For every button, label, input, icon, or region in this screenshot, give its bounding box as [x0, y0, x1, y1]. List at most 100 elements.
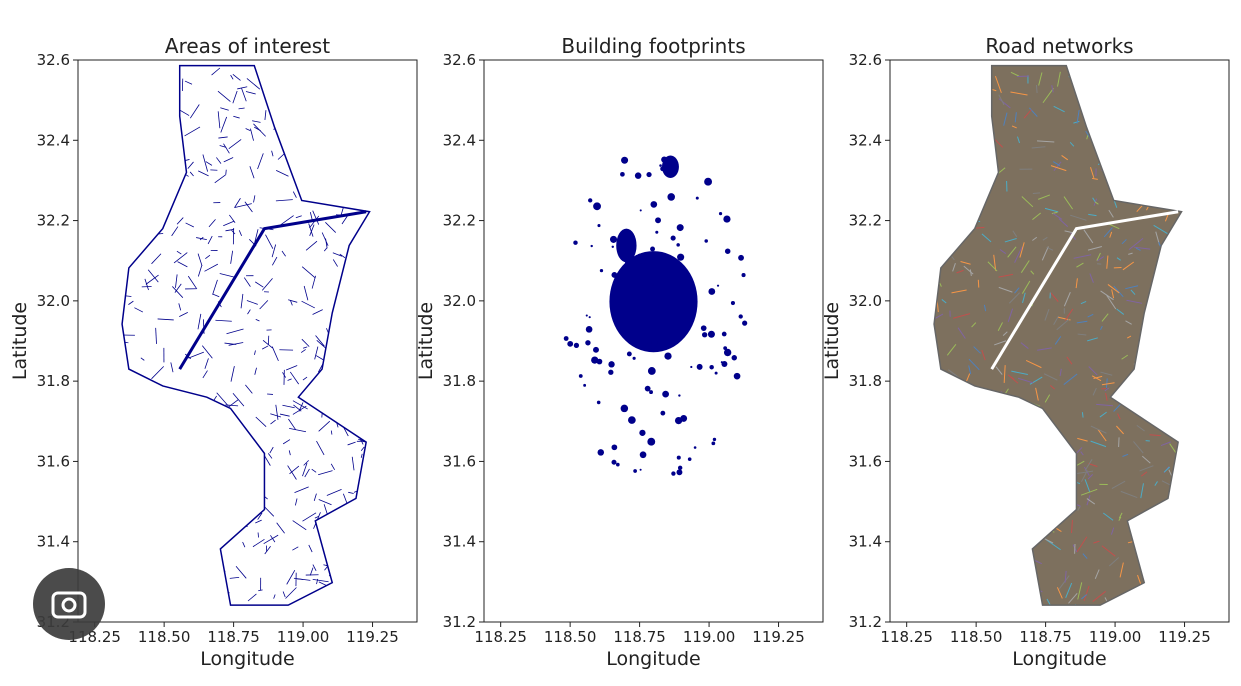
road [392, 62, 405, 66]
building [623, 317, 626, 320]
road [206, 162, 212, 166]
building [629, 256, 632, 259]
road [411, 248, 417, 257]
road [1200, 274, 1206, 275]
road [313, 579, 329, 581]
x-tick-label: 118.25 [474, 628, 527, 646]
road [1212, 97, 1217, 110]
road [331, 464, 334, 470]
road [1002, 591, 1011, 594]
x-tick-label: 118.25 [880, 628, 933, 646]
road [233, 74, 241, 80]
road [304, 69, 309, 86]
road [354, 192, 358, 195]
building [650, 201, 657, 208]
road [1196, 440, 1206, 441]
y-tick-label: 31.6 [849, 452, 882, 470]
building [738, 255, 744, 261]
road [923, 482, 924, 489]
road [361, 585, 366, 588]
road [403, 157, 409, 161]
road [254, 195, 255, 202]
road [186, 223, 194, 227]
road [1210, 263, 1216, 264]
road [379, 132, 380, 147]
road [330, 90, 339, 91]
road [235, 503, 237, 514]
road [1173, 292, 1180, 299]
road [248, 594, 256, 601]
road [1199, 279, 1208, 289]
road [318, 471, 332, 475]
road [216, 460, 222, 467]
road [357, 567, 368, 574]
road [1007, 519, 1008, 523]
road [362, 247, 367, 254]
building [640, 209, 642, 211]
road [175, 471, 178, 488]
road [115, 147, 119, 152]
road [1143, 144, 1147, 147]
road [409, 168, 415, 176]
road [375, 353, 379, 362]
road [1173, 364, 1178, 369]
road [348, 442, 356, 445]
road [189, 488, 204, 493]
road [1220, 606, 1223, 615]
road [343, 134, 356, 136]
road [979, 511, 984, 514]
road [326, 132, 333, 144]
road [963, 151, 980, 153]
road [118, 407, 122, 411]
road [1112, 64, 1116, 77]
road [83, 516, 96, 524]
road [938, 421, 946, 432]
road [1177, 537, 1187, 546]
road [109, 90, 113, 97]
road [282, 71, 292, 79]
road [1190, 406, 1202, 413]
road [288, 419, 295, 430]
road [270, 535, 275, 542]
road [1202, 557, 1207, 563]
road [1188, 88, 1191, 94]
road [932, 131, 935, 144]
road [276, 405, 278, 420]
road [203, 155, 208, 172]
road [351, 272, 356, 282]
road [1226, 251, 1231, 256]
road [947, 159, 958, 173]
road [917, 530, 933, 532]
y-tick-label: 32.4 [849, 131, 882, 149]
road [409, 329, 410, 334]
road [173, 159, 189, 163]
road [927, 107, 933, 113]
road [383, 437, 391, 446]
road [1182, 490, 1193, 493]
road [893, 164, 896, 180]
road [920, 439, 930, 448]
road [1126, 62, 1140, 68]
road [911, 433, 912, 440]
road [94, 364, 97, 379]
road [1214, 264, 1221, 272]
road [90, 538, 94, 548]
road [1208, 370, 1215, 374]
road [247, 78, 260, 89]
road [255, 520, 261, 523]
road [402, 419, 403, 435]
road [1036, 85, 1037, 93]
road [1057, 608, 1069, 615]
road [78, 353, 88, 356]
road [303, 513, 317, 521]
road [233, 116, 239, 118]
road [185, 127, 200, 136]
road [103, 533, 106, 540]
road [177, 482, 194, 484]
road [302, 339, 309, 346]
y-tick-label: 32.6 [37, 51, 70, 69]
road [960, 592, 965, 602]
road [404, 320, 408, 336]
road [366, 156, 367, 167]
building [640, 469, 642, 471]
